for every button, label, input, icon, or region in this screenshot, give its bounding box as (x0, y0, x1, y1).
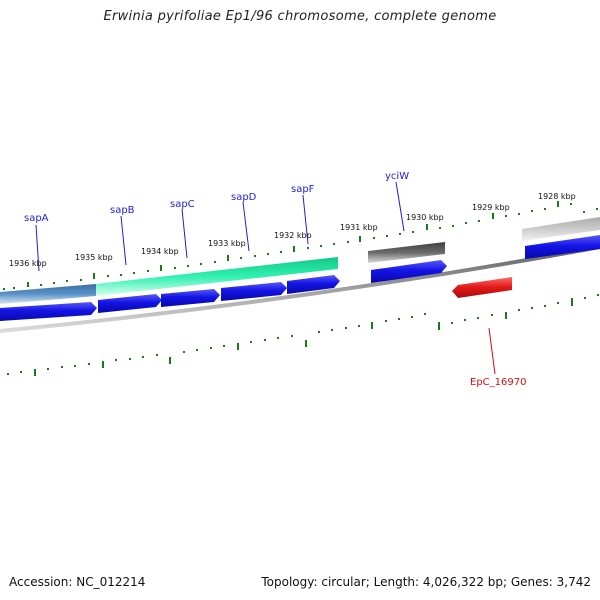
gene-label-yciW[interactable]: yciW (385, 171, 409, 182)
scale-label: 1935 kbp (75, 253, 113, 262)
gene-label-leaders (35, 181, 405, 272)
genome-title: Erwinia pyrifoliae Ep1/96 chromosome, co… (103, 9, 497, 24)
gene-label-sapA[interactable]: sapA (24, 213, 49, 224)
gene-label-sapC[interactable]: sapC (170, 199, 195, 210)
gene-label-sapD[interactable]: sapD (231, 192, 257, 203)
scale-label: 1928 kbp (538, 192, 576, 201)
scale-label: 1933 kbp (208, 239, 246, 248)
scale-ticks-lower (7, 294, 599, 376)
gene-arrow-right[interactable] (525, 235, 600, 259)
genome-stats-label: Topology: circular; Length: 4,026,322 bp… (261, 575, 591, 589)
feature-label-leader (488, 327, 496, 375)
scale-label: 1929 kbp (472, 203, 510, 212)
gene-arrow-sapA[interactable] (0, 302, 97, 321)
gene-arrow-sapF[interactable] (287, 275, 340, 294)
scale-label: 1932 kbp (274, 231, 312, 240)
band-light[interactable] (522, 217, 600, 241)
scale-ticks-upper (3, 201, 598, 290)
chromosome-backbone (0, 245, 600, 333)
scale-label: 1930 kbp (406, 213, 444, 222)
band-steel[interactable] (0, 284, 96, 304)
gene-arrow-sapC[interactable] (161, 289, 220, 307)
gene-arrow-sapD[interactable] (221, 282, 287, 301)
band-dark[interactable] (368, 242, 445, 263)
scale-label: 1934 kbp (141, 247, 179, 256)
feature-arrow-EpC_16970[interactable] (452, 277, 512, 298)
scale-label: 1931 kbp (340, 223, 378, 232)
feature-label-EpC_16970[interactable]: EpC_16970 (470, 377, 526, 388)
gene-label-sapF[interactable]: sapF (291, 184, 315, 195)
gene-arrow-sapB[interactable] (98, 294, 162, 313)
band-green[interactable] (96, 257, 338, 296)
scale-labels: 1936 kbp 1935 kbp 1934 kbp 1933 kbp 1932… (9, 192, 576, 268)
gene-arrow-yciW[interactable] (371, 260, 447, 283)
gene-label-sapB[interactable]: sapB (110, 205, 135, 216)
scale-label: 1936 kbp (9, 259, 47, 268)
accession-label: Accession: NC_012214 (9, 575, 146, 589)
gene-track (0, 235, 600, 321)
